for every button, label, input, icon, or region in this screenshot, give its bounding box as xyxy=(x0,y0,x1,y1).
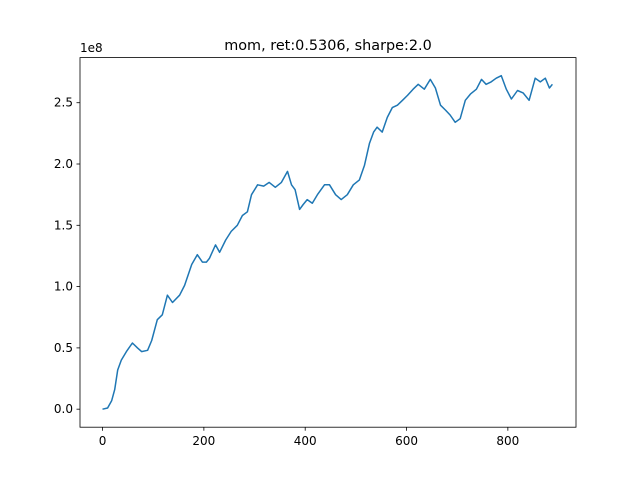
y-tick-label: 0.5 xyxy=(54,341,73,355)
y-tick-label: 1.0 xyxy=(54,280,73,294)
line-series xyxy=(102,74,553,410)
y-offset-label: 1e8 xyxy=(80,41,103,55)
x-tick-label: 800 xyxy=(496,434,519,448)
y-tick-label: 0.0 xyxy=(54,402,73,416)
y-tick-label: 1.5 xyxy=(54,218,73,232)
y-tick-label: 2.5 xyxy=(54,96,73,110)
chart-title: mom, ret:0.5306, sharpe:2.0 xyxy=(224,38,432,54)
x-tick-label: 200 xyxy=(192,434,215,448)
x-tick-label: 400 xyxy=(294,434,317,448)
axes-frame xyxy=(79,57,577,428)
x-tick-label: 600 xyxy=(395,434,418,448)
x-tick-label: 0 xyxy=(99,434,107,448)
y-tick-label: 2.0 xyxy=(54,157,73,171)
